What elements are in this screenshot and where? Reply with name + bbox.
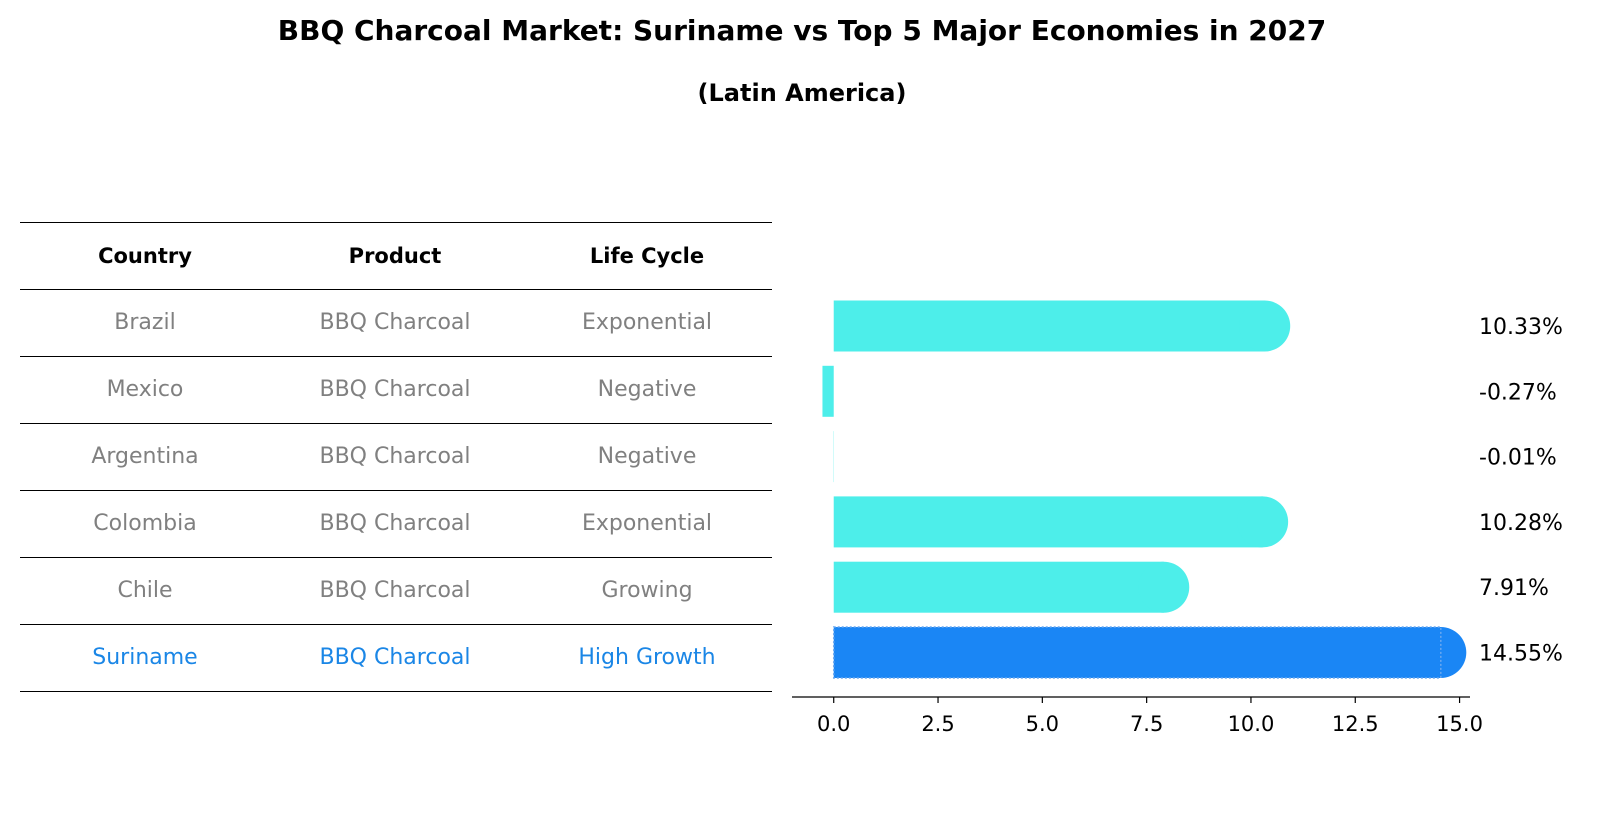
cell-country: Chile: [117, 578, 173, 603]
cell-life-cycle: Exponential: [581, 310, 713, 335]
table-row: Colombia BBQ Charcoal Exponential: [20, 490, 772, 557]
x-tick-label: 5.0: [1026, 712, 1059, 736]
table-row-highlighted: Suriname BBQ Charcoal High Growth: [20, 624, 772, 692]
table-row: Mexico BBQ Charcoal Negative: [20, 356, 772, 423]
cell-life-cycle: Growing: [601, 578, 693, 603]
table-row: Brazil BBQ Charcoal Exponential: [20, 289, 772, 356]
header-life-cycle: Life Cycle: [589, 244, 705, 268]
cell-life-cycle: Exponential: [581, 511, 713, 536]
market-table: Country Product Life Cycle Brazil BBQ Ch…: [20, 222, 772, 692]
chart-subtitle: (Latin America): [697, 79, 907, 107]
cell-country: Mexico: [106, 377, 184, 402]
cell-product: BBQ Charcoal: [319, 645, 471, 670]
cell-product: BBQ Charcoal: [319, 377, 471, 402]
cell-life-cycle: High Growth: [578, 645, 716, 670]
cell-product: BBQ Charcoal: [319, 511, 471, 536]
table-row: Argentina BBQ Charcoal Negative: [20, 423, 772, 490]
cell-product: BBQ Charcoal: [319, 578, 471, 603]
value-label-mexico: -0.27%: [1479, 380, 1557, 405]
bar-cap-colombia: [1237, 496, 1289, 548]
bar-cap-brazil: [1239, 300, 1291, 352]
x-tick-label: 15.0: [1436, 712, 1483, 736]
cell-country: Colombia: [93, 511, 197, 536]
x-tick-label: 2.5: [921, 712, 954, 736]
cell-product: BBQ Charcoal: [319, 444, 471, 469]
x-tick-label: 12.5: [1332, 712, 1379, 736]
x-tick-label: 10.0: [1228, 712, 1275, 736]
value-label-suriname: 14.55%: [1479, 642, 1563, 667]
bar-colombia: [833, 496, 1263, 548]
bar-cap-chile: [1138, 561, 1190, 613]
cell-country: Argentina: [91, 444, 199, 469]
bar-brazil: [833, 300, 1265, 352]
table-header-row: Country Product Life Cycle: [20, 222, 772, 289]
value-label-colombia: 10.28%: [1479, 511, 1563, 536]
bar-suriname: [833, 627, 1441, 678]
cell-country: Suriname: [92, 645, 198, 670]
value-label-brazil: 10.33%: [1479, 315, 1563, 340]
cell-life-cycle: Negative: [597, 377, 697, 402]
bar-chile: [833, 561, 1164, 613]
chart-title: BBQ Charcoal Market: Suriname vs Top 5 M…: [277, 14, 1327, 47]
cell-life-cycle: Negative: [597, 444, 697, 469]
bar-outline-suriname: [832, 626, 1442, 679]
value-label-argentina: -0.01%: [1479, 446, 1557, 471]
table-row: Chile BBQ Charcoal Growing: [20, 557, 772, 624]
bar-mexico: [822, 365, 834, 417]
value-label-chile: 7.91%: [1479, 576, 1549, 601]
header-product: Product: [348, 244, 442, 268]
x-tick-label: 7.5: [1130, 712, 1163, 736]
x-tick-label: 0.0: [817, 712, 850, 736]
cell-product: BBQ Charcoal: [319, 310, 471, 335]
header-country: Country: [98, 244, 192, 268]
cell-country: Brazil: [114, 310, 176, 335]
